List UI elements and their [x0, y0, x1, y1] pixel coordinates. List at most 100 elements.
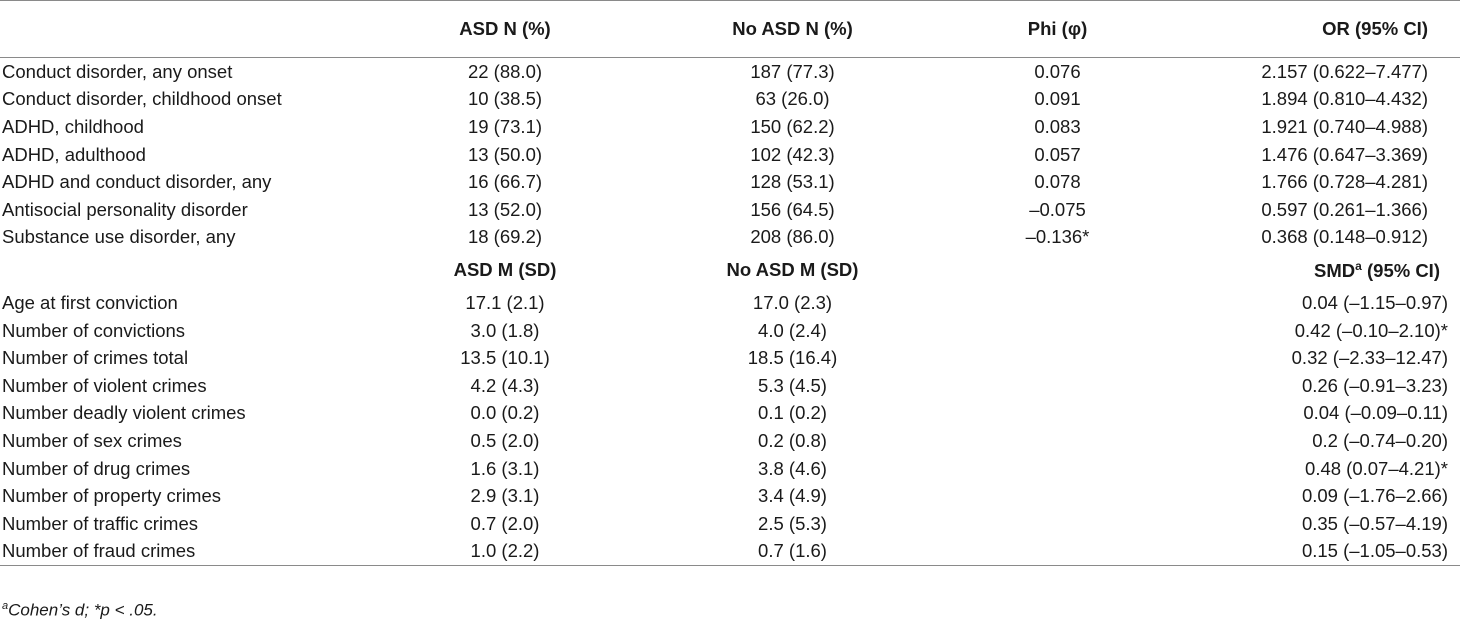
cell-no-asd-n: 63 (26.0) [755, 88, 830, 110]
table-row: ADHD, childhood 19 (73.1) 150 (62.2) 0.083 1… [0, 113, 1460, 141]
cell-empty [935, 482, 1180, 510]
cell-asd-msd: 17.1 (2.1) [465, 291, 545, 313]
cell-asd-msd: 3.0 (1.8) [470, 319, 540, 341]
cell-or: 1.766 (0.728–4.281) [1261, 171, 1428, 193]
row-label: ADHD and conduct disorder, any [2, 171, 272, 193]
cell-or: 1.921 (0.740–4.988) [1261, 115, 1428, 137]
row-label: ADHD, adulthood [2, 143, 146, 165]
header-smd: SMDa (95% CI) [1180, 251, 1460, 289]
row-label: Number of sex crimes [2, 429, 182, 451]
table-row: Number of sex crimes 0.5 (2.0) 0.2 (0.8) 0.… [0, 427, 1460, 455]
cell-no-asd-msd: 0.1 (0.2) [758, 402, 827, 424]
row-label: Number of fraud crimes [0, 537, 360, 567]
cell-phi: 0.078 [1034, 171, 1081, 193]
cell-no-asd-msd: 18.5 (16.4) [747, 347, 838, 369]
cell-no-asd-n: 156 (64.5) [750, 198, 835, 220]
cell-no-asd-msd: 4.0 (2.4) [758, 319, 827, 341]
results-table: ASD N (%) No ASD N (%) Phi (φ) OR (95% C… [0, 0, 1460, 567]
cell-phi: 0.091 [1034, 88, 1081, 110]
cell-or: 0.368 (0.148–0.912) [1261, 226, 1428, 248]
table-row: Number of traffic crimes 0.7 (2.0) 2.5 (5.… [0, 510, 1460, 538]
header-asd-msd: ASD M (SD) [453, 259, 557, 281]
cell-empty [935, 510, 1180, 538]
cell-no-asd-msd: 5.3 (4.5) [758, 374, 827, 396]
row-label: Age at first conviction [2, 291, 178, 313]
table-row: Number of violent crimes 4.2 (4.3) 5.3 (4.… [0, 372, 1460, 400]
cell-no-asd-msd: 17.0 (2.3) [752, 291, 833, 313]
row-label: ADHD, childhood [2, 115, 144, 137]
table-row: Number deadly violent crimes 0.0 (0.2) 0.1… [0, 400, 1460, 428]
cell-asd-n: 16 (66.7) [467, 171, 543, 193]
cell-asd-msd: 1.0 (2.2) [360, 537, 650, 567]
cell-no-asd-msd: 2.5 (5.3) [758, 512, 827, 534]
header-asd-n: ASD N (%) [360, 0, 650, 58]
header-empty-col3 [935, 251, 1180, 289]
cell-asd-n: 18 (69.2) [467, 226, 543, 248]
cell-empty [935, 344, 1180, 372]
cell-asd-msd: 4.2 (4.3) [470, 374, 540, 396]
header-smd-rest: (95% CI) [1361, 259, 1440, 281]
cell-smd: 0.09 (–1.76–2.66) [1301, 485, 1448, 507]
table-row: Number of property crimes 2.9 (3.1) 3.4 (4… [0, 482, 1460, 510]
continuous-header-section: ASD M (SD) No ASD M (SD) SMDa (95% CI) [0, 251, 1460, 289]
cell-no-asd-n: 128 (53.1) [750, 171, 835, 193]
cell-smd: 0.48 (0.07–4.21)* [1305, 457, 1448, 479]
cell-empty [935, 400, 1180, 428]
header-label-cell [0, 0, 360, 58]
footnote-sup: a [2, 600, 9, 612]
row-label: Antisocial personality disorder [2, 198, 248, 220]
cell-no-asd-msd: 0.7 (1.6) [650, 537, 935, 567]
cell-phi: 0.076 [935, 56, 1180, 86]
cell-asd-msd: 0.0 (0.2) [470, 402, 540, 424]
cell-asd-msd: 0.5 (2.0) [470, 429, 540, 451]
cell-smd: 0.2 (–0.74–0.20) [1312, 429, 1448, 451]
cell-phi: –0.075 [1029, 198, 1086, 220]
header-smd-sup: a [1355, 258, 1362, 273]
cell-asd-n: 10 (38.5) [467, 88, 543, 110]
cell-or: 0.597 (0.261–1.366) [1261, 198, 1428, 220]
cell-no-asd-n: 208 (86.0) [750, 226, 835, 248]
row-label: Number of crimes total [2, 347, 189, 369]
cell-no-asd-n: 150 (62.2) [750, 115, 835, 137]
table-footnote: aCohen’s d; *p < .05. [2, 600, 158, 621]
table-row: Age at first conviction 17.1 (2.1) 17.0 (2… [0, 289, 1460, 317]
table-header-row: ASD N (%) No ASD N (%) Phi (φ) OR (95% C… [0, 0, 1460, 58]
section-header-row: ASD M (SD) No ASD M (SD) SMDa (95% CI) [0, 251, 1460, 289]
categorical-section: Conduct disorder, any onset 22 (88.0) 187 … [0, 56, 1460, 252]
cell-empty [935, 537, 1180, 567]
row-label: Conduct disorder, any onset [0, 56, 360, 86]
header-smd-main: SMD [1314, 259, 1356, 281]
row-label: Number of drug crimes [2, 457, 191, 479]
table-row: Number of drug crimes 1.6 (3.1) 3.8 (4.6) 0… [0, 455, 1460, 483]
row-label: Number deadly violent crimes [2, 402, 246, 424]
cell-smd: 0.15 (–1.05–0.53) [1180, 537, 1460, 567]
header-phi: Phi (φ) [935, 0, 1180, 58]
cell-no-asd-n: 187 (77.3) [650, 56, 935, 86]
cell-asd-n: 19 (73.1) [467, 115, 543, 137]
cell-no-asd-msd: 3.8 (4.6) [758, 457, 827, 479]
row-label: Substance use disorder, any [2, 226, 236, 248]
header-no-asd-msd: No ASD M (SD) [726, 259, 859, 281]
cell-asd-msd: 1.6 (3.1) [470, 457, 540, 479]
table-row: ADHD and conduct disorder, any 16 (66.7) 1… [0, 168, 1460, 196]
table-row: ADHD, adulthood 13 (50.0) 102 (42.3) 0.057 1… [0, 141, 1460, 169]
cell-asd-msd: 2.9 (3.1) [470, 485, 540, 507]
cell-phi: –0.136* [1025, 226, 1090, 248]
row-label: Number of traffic crimes [2, 512, 199, 534]
cell-empty [935, 317, 1180, 345]
cell-phi: 0.057 [1034, 143, 1081, 165]
cell-no-asd-msd: 0.2 (0.8) [758, 429, 827, 451]
cell-or: 1.894 (0.810–4.432) [1261, 88, 1428, 110]
cell-asd-n: 13 (52.0) [467, 198, 543, 220]
cell-asd-msd: 13.5 (10.1) [460, 347, 550, 369]
results-table-container: ASD N (%) No ASD N (%) Phi (φ) OR (95% C… [0, 0, 1460, 567]
cell-asd-n: 13 (50.0) [467, 143, 543, 165]
cell-no-asd-msd: 3.4 (4.9) [758, 485, 827, 507]
cell-or: 1.476 (0.647–3.369) [1261, 143, 1428, 165]
table-row: Substance use disorder, any 18 (69.2) 208 … [0, 224, 1460, 252]
cell-empty [935, 455, 1180, 483]
cell-empty [935, 372, 1180, 400]
cell-smd: 0.04 (–0.09–0.11) [1303, 402, 1448, 424]
cell-smd: 0.26 (–0.91–3.23) [1301, 374, 1448, 396]
cell-phi: 0.083 [1034, 115, 1081, 137]
